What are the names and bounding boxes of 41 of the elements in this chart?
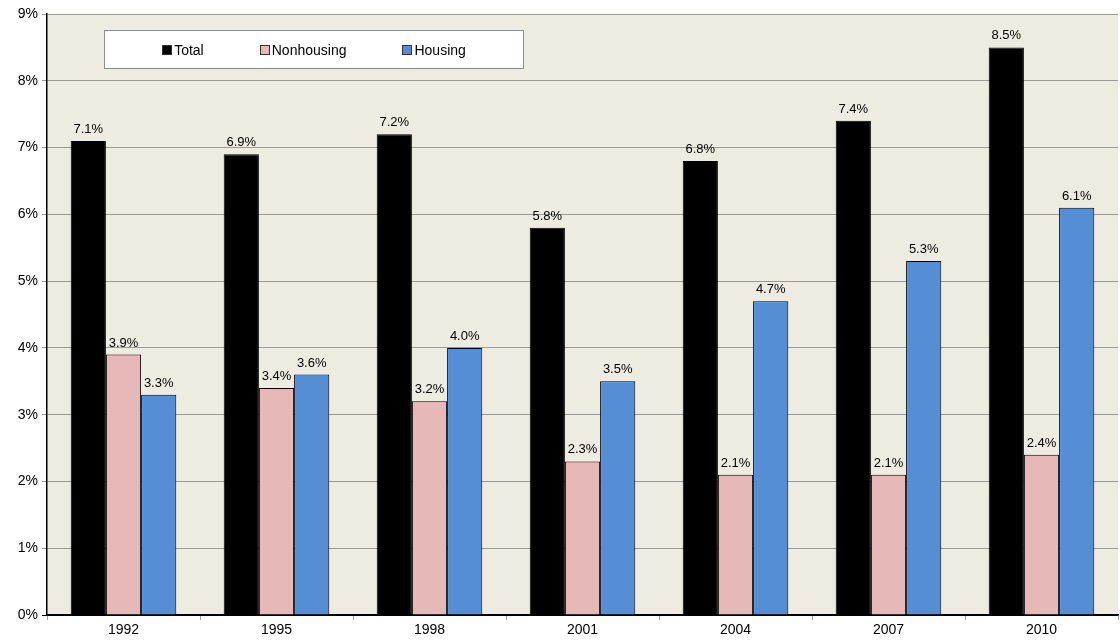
data-label: 5.3% bbox=[908, 241, 939, 257]
data-label: 3.6% bbox=[296, 354, 327, 370]
data-label: 6.8% bbox=[685, 140, 716, 156]
y-tick-label: 4% bbox=[17, 338, 38, 355]
data-label: 2.3% bbox=[567, 441, 598, 457]
data-label: 3.5% bbox=[602, 361, 633, 377]
data-label: 7.4% bbox=[838, 100, 869, 116]
x-tick-label: 2007 bbox=[872, 621, 905, 638]
y-tick-label: 6% bbox=[17, 205, 38, 222]
y-tick-label: 7% bbox=[17, 138, 38, 155]
y-tick-label: 1% bbox=[17, 539, 38, 556]
legend-label: Nonhousing bbox=[271, 41, 347, 58]
y-tick-label: 9% bbox=[17, 4, 38, 21]
y-tick-label: 5% bbox=[17, 271, 38, 288]
data-label: 4.0% bbox=[449, 327, 480, 343]
data-label: 3.3% bbox=[143, 374, 174, 390]
data-label: 2.1% bbox=[720, 454, 751, 470]
data-label: 3.4% bbox=[261, 368, 292, 384]
y-tick-label: 3% bbox=[17, 405, 38, 422]
y-tick-label: 0% bbox=[17, 605, 38, 622]
data-label: 5.8% bbox=[532, 207, 563, 223]
data-label: 2.4% bbox=[1026, 434, 1057, 450]
data-label: 7.1% bbox=[73, 120, 104, 136]
x-tick-label: 2010 bbox=[1025, 621, 1058, 638]
x-tick-label: 1992 bbox=[107, 621, 140, 638]
data-label: 6.9% bbox=[226, 134, 257, 150]
x-tick-label: 2004 bbox=[719, 621, 752, 638]
data-label: 2.1% bbox=[873, 454, 904, 470]
legend-label: Housing bbox=[414, 41, 466, 58]
data-label: 8.5% bbox=[991, 27, 1022, 43]
data-label: 3.9% bbox=[108, 334, 139, 350]
data-label: 7.2% bbox=[379, 114, 410, 130]
data-label: 3.2% bbox=[414, 381, 445, 397]
data-label: 4.7% bbox=[755, 281, 786, 297]
x-tick-label: 1995 bbox=[260, 621, 293, 638]
y-tick-label: 8% bbox=[17, 71, 38, 88]
data-label: 6.1% bbox=[1061, 187, 1092, 203]
legend-label: Total bbox=[174, 41, 204, 58]
y-tick-label: 2% bbox=[17, 472, 38, 489]
x-tick-label: 2001 bbox=[566, 621, 599, 638]
x-tick-label: 1998 bbox=[413, 621, 446, 638]
